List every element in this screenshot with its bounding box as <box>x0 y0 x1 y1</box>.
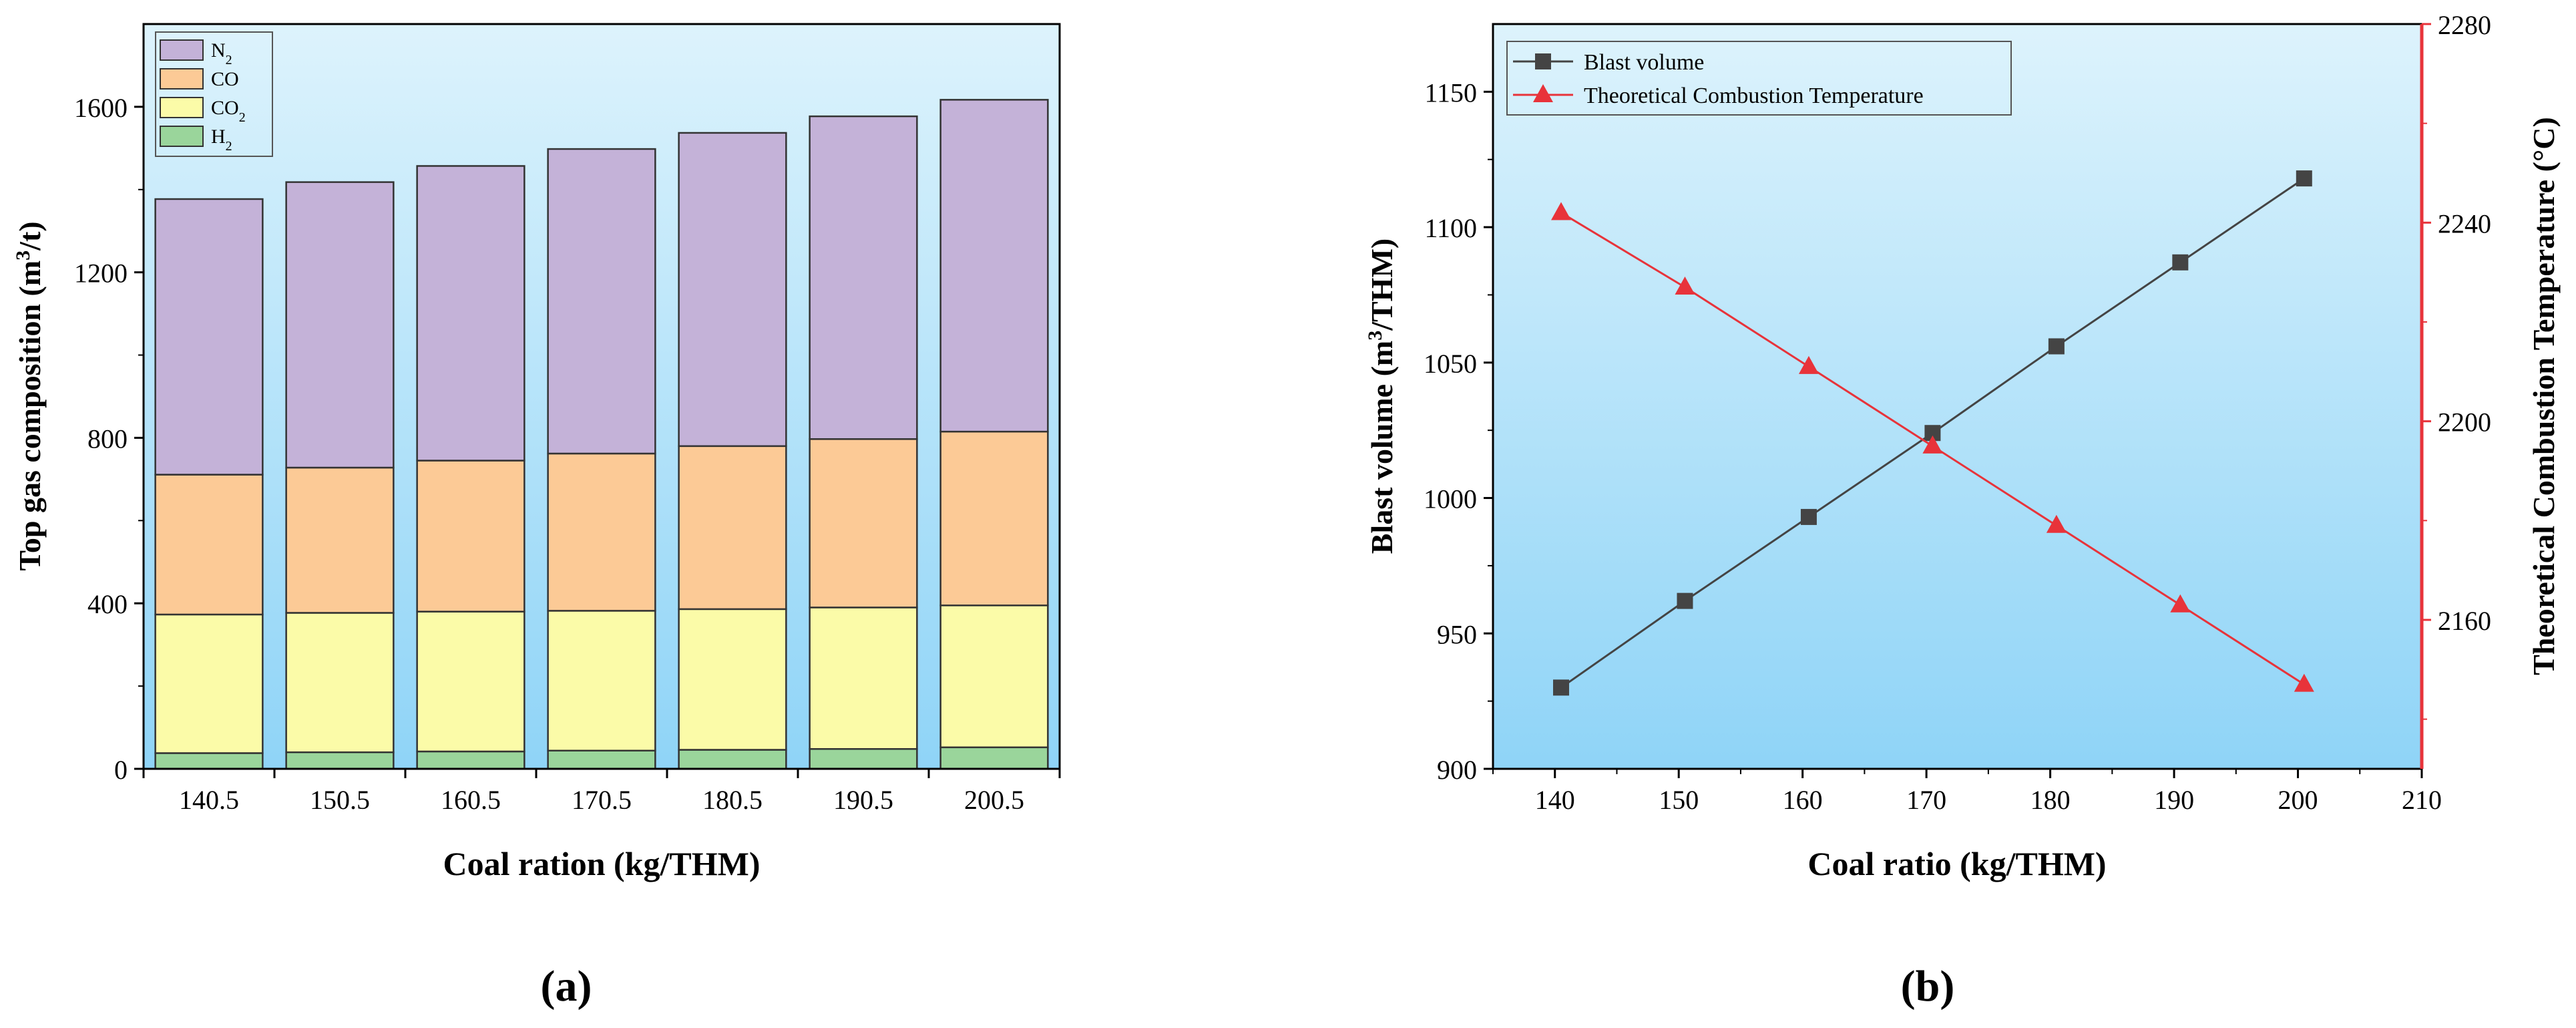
legend-swatch-co2 <box>160 97 204 118</box>
bar-co2-140.5 <box>154 613 264 754</box>
bar-co-160.5 <box>416 460 525 613</box>
y-tick-label: 0 <box>114 755 128 785</box>
y-tick-label: 950 <box>1437 619 1477 649</box>
point-blast-volume <box>1553 679 1570 696</box>
point-theoretical-combustion-temperature <box>1798 355 1819 374</box>
legend-swatch-h2 <box>160 126 204 147</box>
bar-n2-170.5 <box>547 148 656 455</box>
bar-n2-190.5 <box>809 115 918 440</box>
legend-label-theoretical-combustion-temperature: Theoretical Combustion Temperature <box>1584 83 1924 108</box>
legend-marker-square <box>1535 53 1551 69</box>
legend-box <box>1506 41 2012 116</box>
point-theoretical-combustion-temperature <box>1551 202 1572 220</box>
x-tick-label: 180 <box>2030 785 2071 815</box>
subplot-label-a: (a) <box>541 962 592 1011</box>
legend-box <box>155 31 273 157</box>
y-tick-label: 1600 <box>74 93 128 123</box>
x-tick-label: 160.5 <box>441 785 501 815</box>
bar-co2-150.5 <box>285 612 395 753</box>
legend-label-co2: CO2 <box>211 97 246 125</box>
bar-co2-200.5 <box>939 605 1049 749</box>
x-tick-label: 200.5 <box>964 785 1024 815</box>
x-tick-label: 180.5 <box>702 785 763 815</box>
point-theoretical-combustion-temperature <box>2170 594 2191 613</box>
bar-co-150.5 <box>285 466 395 614</box>
y-tick-label: 1200 <box>74 259 128 289</box>
chart-a-frame <box>142 23 1061 770</box>
y2-tick-label: 2160 <box>2438 606 2491 636</box>
x-tick-label: 190 <box>2154 785 2194 815</box>
point-blast-volume <box>1800 508 1817 525</box>
x-tick-label: 170 <box>1906 785 1946 815</box>
y-tick-label: 1100 <box>1424 213 1477 243</box>
x-tick-label: 150.5 <box>310 785 370 815</box>
bar-n2-140.5 <box>154 198 264 476</box>
bar-n2-160.5 <box>416 165 525 462</box>
point-blast-volume <box>2296 170 2312 187</box>
bar-co2-170.5 <box>547 610 656 751</box>
bar-h2-160.5 <box>416 750 525 770</box>
legend-label-n2: N2 <box>211 39 232 67</box>
y-tick-label: 1000 <box>1424 484 1477 514</box>
bar-co-200.5 <box>939 430 1049 607</box>
point-blast-volume <box>2048 338 2065 355</box>
x-tick-label: 200 <box>2278 785 2318 815</box>
chart-a-x-axis-title: Coal ration (kg/THM) <box>443 845 761 882</box>
y-tick-label: 1050 <box>1424 349 1477 379</box>
x-tick-label: 210 <box>2402 785 2442 815</box>
bar-co-190.5 <box>809 438 918 609</box>
bar-co-170.5 <box>547 452 656 612</box>
chart-b-plot-area <box>1493 24 2422 769</box>
bar-co2-190.5 <box>809 607 918 750</box>
bar-h2-200.5 <box>939 746 1049 770</box>
point-theoretical-combustion-temperature <box>1922 435 1943 454</box>
chart-a-stacked-bar: 0 400 800 1200 1600 140.5 150.5 160.5 170.5 180.… <box>12 23 1061 882</box>
legend-label-co: CO <box>211 68 239 90</box>
bar-h2-150.5 <box>285 751 395 770</box>
bar-co-140.5 <box>154 474 264 616</box>
subplot-label-b: (b) <box>1901 962 1955 1011</box>
bar-co-180.5 <box>678 445 787 611</box>
bar-co2-160.5 <box>416 611 525 753</box>
x-tick-label: 140 <box>1535 785 1575 815</box>
chart-a-y-axis-title: Top gas composition (m3/t) <box>12 221 47 570</box>
bar-h2-180.5 <box>678 749 787 770</box>
point-theoretical-combustion-temperature <box>2294 673 2314 692</box>
bar-h2-170.5 <box>547 749 656 770</box>
bar-n2-180.5 <box>678 132 787 448</box>
chart-b-x-axis-title: Coal ratio (kg/THM) <box>1807 845 2106 882</box>
bar-n2-150.5 <box>285 181 395 469</box>
y-tick-label: 1150 <box>1424 77 1477 108</box>
y2-tick-label: 2280 <box>2438 10 2491 40</box>
y-tick-label: 900 <box>1437 755 1477 785</box>
y-tick-label: 800 <box>87 423 128 454</box>
chart-b-legend: Blast volume Theoretical Combustion Tempe… <box>1506 41 2012 116</box>
point-blast-volume <box>2172 254 2189 271</box>
chart-b-y-axis-title: Blast volume (m3/THM) <box>1364 238 1400 554</box>
legend-swatch-n2 <box>160 39 204 61</box>
x-tick-label: 160 <box>1783 785 1823 815</box>
legend-swatch-co <box>160 68 204 90</box>
y2-tick-label: 2240 <box>2438 208 2491 238</box>
point-theoretical-combustion-temperature <box>2046 514 2067 533</box>
legend-label-h2: H2 <box>211 126 232 154</box>
x-tick-label: 170.5 <box>572 785 632 815</box>
chart-b-y2-axis-title: Theoretical Combustion Temperature (°C) <box>2527 117 2561 675</box>
bar-h2-140.5 <box>154 752 264 770</box>
x-tick-label: 190.5 <box>833 785 893 815</box>
point-blast-volume <box>1677 592 1693 609</box>
bar-co2-180.5 <box>678 608 787 751</box>
bar-n2-200.5 <box>939 99 1049 433</box>
y-tick-label: 400 <box>87 589 128 619</box>
x-tick-label: 150 <box>1659 785 1699 815</box>
legend-marker-triangle <box>1533 84 1553 102</box>
x-tick-label: 140.5 <box>179 785 239 815</box>
y2-tick-label: 2200 <box>2438 407 2491 438</box>
legend-label-blast-volume: Blast volume <box>1584 50 1704 75</box>
point-theoretical-combustion-temperature <box>1675 276 1695 295</box>
bar-h2-190.5 <box>809 748 918 770</box>
